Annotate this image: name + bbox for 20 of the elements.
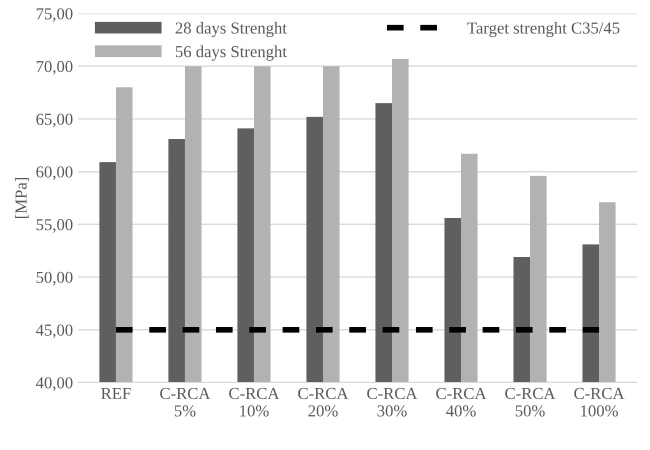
x-tick-label: REF [101,388,131,399]
y-tick-label: 70,00 [36,60,73,75]
legend-label: 28 days Strenght [176,22,287,38]
y-axis-title: [MPa] [14,178,29,218]
legend-label: 56 days Strenght [176,46,287,61]
y-tick-label: 65,00 [36,114,73,128]
x-tick-label: C-RCA 5% [160,388,210,417]
y-tick-label: 40,00 [36,377,73,391]
y-tick-label: 55,00 [36,219,73,233]
y-tick-label: 60,00 [36,166,73,180]
y-tick-label: 75,00 [36,8,73,22]
x-tick-label: C-RCA 50% [505,388,556,417]
y-tick-label: 45,00 [36,324,73,338]
y-tick-label: 50,00 [36,272,73,286]
x-tick-label: C-RCA 30% [367,388,418,417]
x-tick-label: C-RCA 100% [574,388,624,417]
x-tick-label: C-RCA 20% [298,388,348,417]
x-tick-label: C-RCA 10% [229,388,280,417]
legend-label: Target strenght C35/45 [467,22,620,38]
x-tick-label: C-RCA 40% [436,388,486,417]
